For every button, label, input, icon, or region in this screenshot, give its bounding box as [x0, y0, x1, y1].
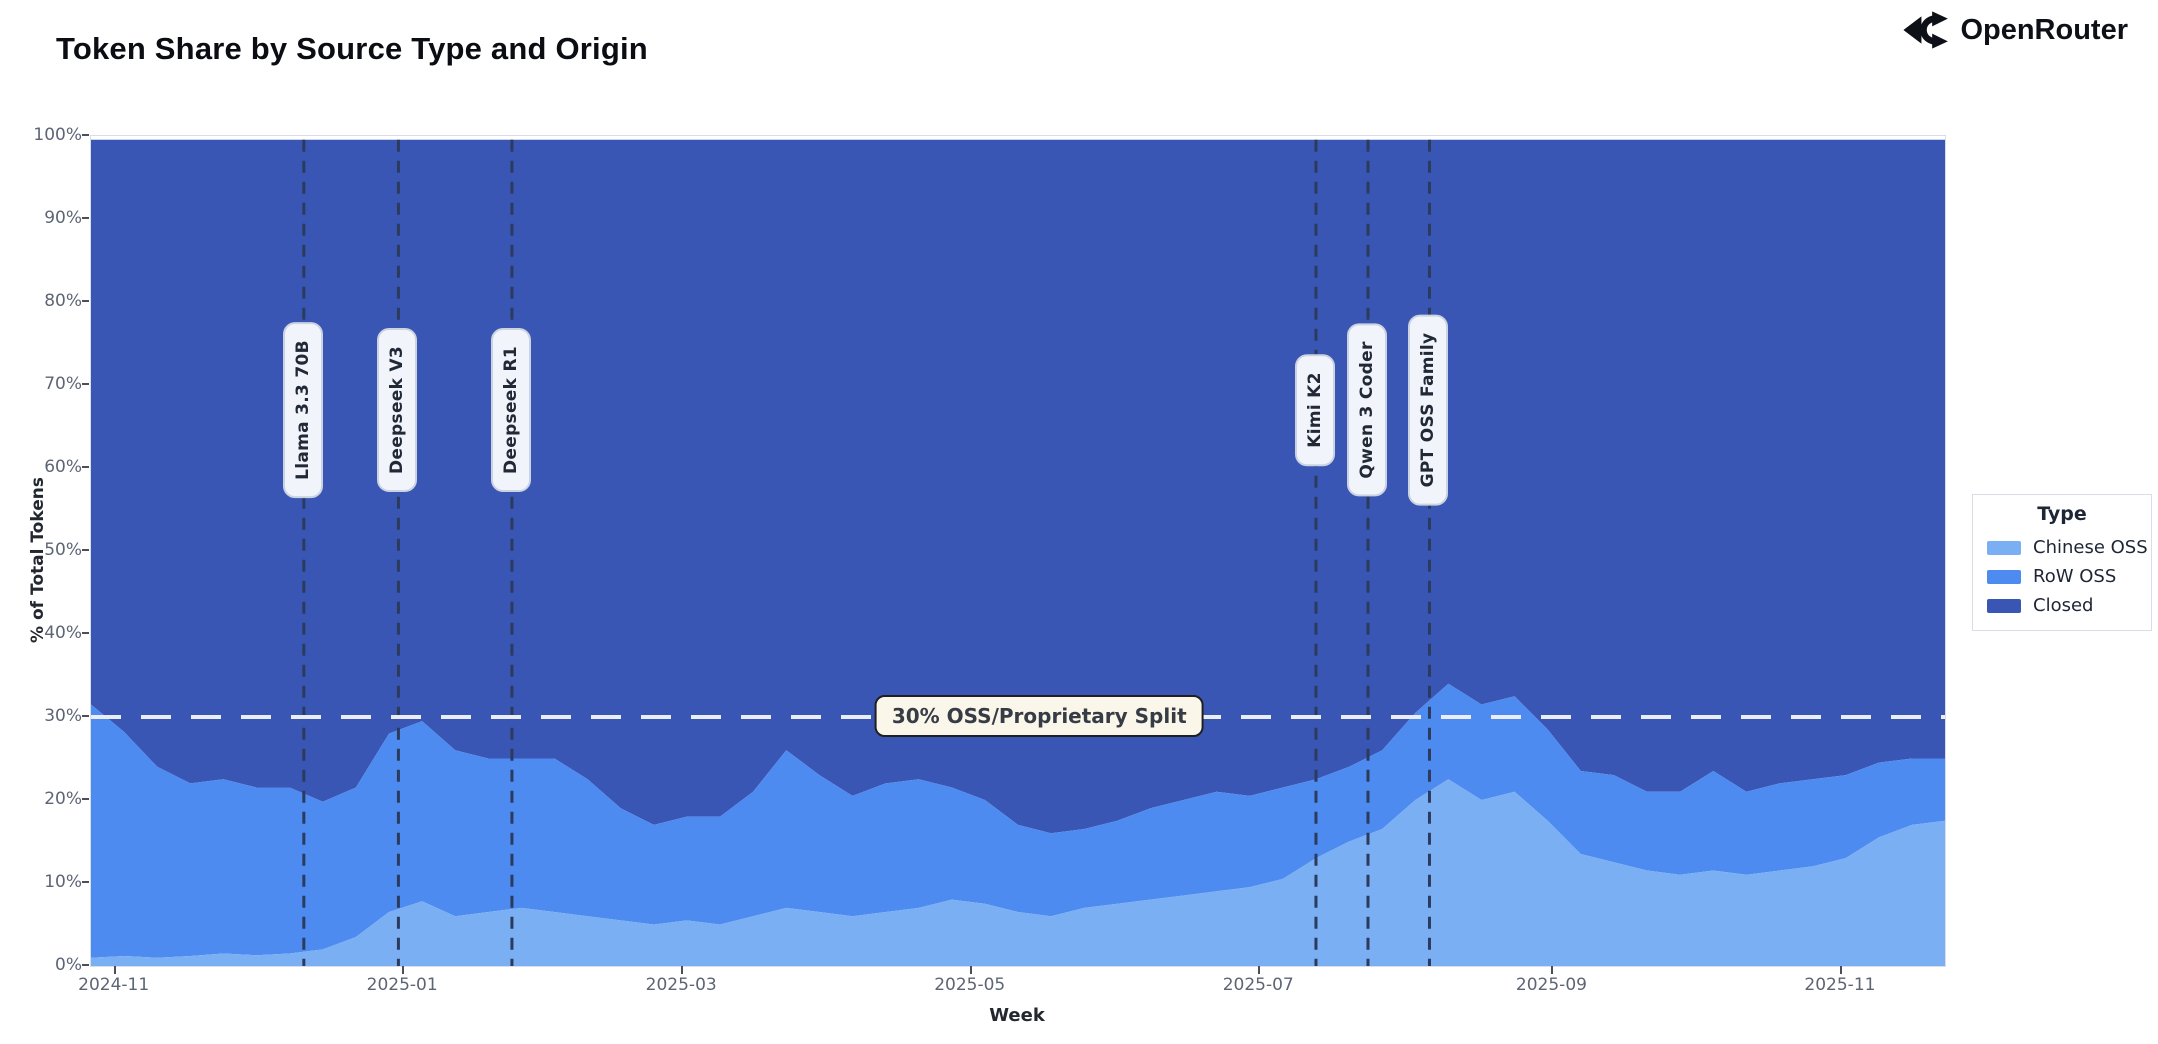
x-tick-label: 2025-03 — [645, 975, 717, 995]
y-tick-label: 40% — [44, 623, 82, 643]
y-tick-mark — [82, 466, 89, 468]
y-tick-label: 80% — [44, 291, 82, 311]
event-annotation-deepseek-r1: Deepseek R1 — [490, 328, 531, 492]
legend-item-chinese-oss: Chinese OSS — [1973, 533, 2151, 562]
area-closed — [91, 139, 1945, 834]
event-annotation-label: Llama 3.3 70B — [292, 340, 313, 480]
legend-label: Chinese OSS — [2033, 537, 2148, 558]
event-annotation-llama-3-3-70b: Llama 3.3 70B — [282, 322, 323, 498]
x-tick-label: 2025-07 — [1222, 975, 1294, 995]
event-annotation-label: Qwen 3 Coder — [1356, 341, 1377, 479]
area-chinese-oss — [91, 779, 1945, 966]
legend-title: Type — [2037, 503, 2087, 525]
legend: Type Chinese OSS RoW OSS Closed — [1972, 494, 2152, 631]
plot-area — [90, 135, 1946, 967]
x-tick-label: 2025-05 — [934, 975, 1006, 995]
y-tick-label: 10% — [44, 872, 82, 892]
event-annotation-label: GPT OSS Family — [1418, 332, 1439, 488]
x-tick-mark — [1551, 966, 1554, 974]
y-tick-mark — [82, 964, 89, 966]
y-tick-mark — [82, 134, 89, 136]
x-tick-label: 2025-09 — [1515, 975, 1587, 995]
x-tick-label: 2025-01 — [366, 975, 438, 995]
x-tick-label: 2024-11 — [78, 975, 150, 995]
y-tick-label: 70% — [44, 374, 82, 394]
brand-name: OpenRouter — [1960, 13, 2128, 46]
legend-swatch — [1987, 540, 2021, 555]
page-title: Token Share by Source Type and Origin — [56, 30, 648, 66]
y-tick-label: 90% — [44, 208, 82, 228]
y-tick-label: 60% — [44, 457, 82, 477]
y-tick-label: 20% — [44, 789, 82, 809]
y-tick-mark — [82, 300, 89, 302]
x-tick-label: 2025-11 — [1804, 975, 1876, 995]
event-annotation-kimi-k2: Kimi K2 — [1294, 354, 1335, 466]
legend-label: Closed — [2033, 595, 2094, 616]
x-tick-mark — [1839, 966, 1842, 974]
event-annotation-deepseek-v3: Deepseek V3 — [377, 327, 418, 493]
legend-item-closed: Closed — [1973, 591, 2151, 620]
x-tick-mark — [113, 966, 116, 974]
y-tick-mark — [82, 798, 89, 800]
y-tick-label: 100% — [33, 125, 82, 145]
y-tick-label: 50% — [44, 540, 82, 560]
event-annotation-label: Deepseek V3 — [387, 345, 408, 475]
x-tick-mark — [681, 966, 684, 974]
y-tick-mark — [82, 881, 89, 883]
legend-swatch — [1987, 569, 2021, 584]
y-tick-mark — [82, 715, 89, 717]
event-annotation-label: Deepseek R1 — [500, 346, 521, 474]
x-tick-mark — [969, 966, 972, 974]
legend-label: RoW OSS — [2033, 566, 2117, 587]
hline-annotation-label: 30% OSS/Proprietary Split — [874, 695, 1204, 737]
y-tick-mark — [82, 632, 89, 634]
event-annotation-gpt-oss-family: GPT OSS Family — [1408, 314, 1449, 506]
y-tick-mark — [82, 383, 89, 385]
y-tick-mark — [82, 549, 89, 551]
y-tick-label: 0% — [55, 955, 82, 975]
y-tick-mark — [82, 217, 89, 219]
x-tick-mark — [402, 966, 405, 974]
brand: OpenRouter — [1902, 10, 2128, 50]
x-axis-title: Week — [989, 1005, 1045, 1026]
event-annotation-qwen-3-coder: Qwen 3 Coder — [1346, 323, 1387, 497]
stacked-area-chart — [91, 139, 1945, 966]
event-annotation-label: Kimi K2 — [1304, 372, 1325, 448]
legend-swatch — [1987, 598, 2021, 613]
legend-items: Chinese OSS RoW OSS Closed — [1973, 533, 2151, 620]
legend-item-row-oss: RoW OSS — [1973, 562, 2151, 591]
x-tick-mark — [1258, 966, 1261, 974]
openrouter-logo-icon — [1902, 10, 1949, 50]
y-tick-label: 30% — [44, 706, 82, 726]
area-row-oss — [91, 683, 1945, 958]
